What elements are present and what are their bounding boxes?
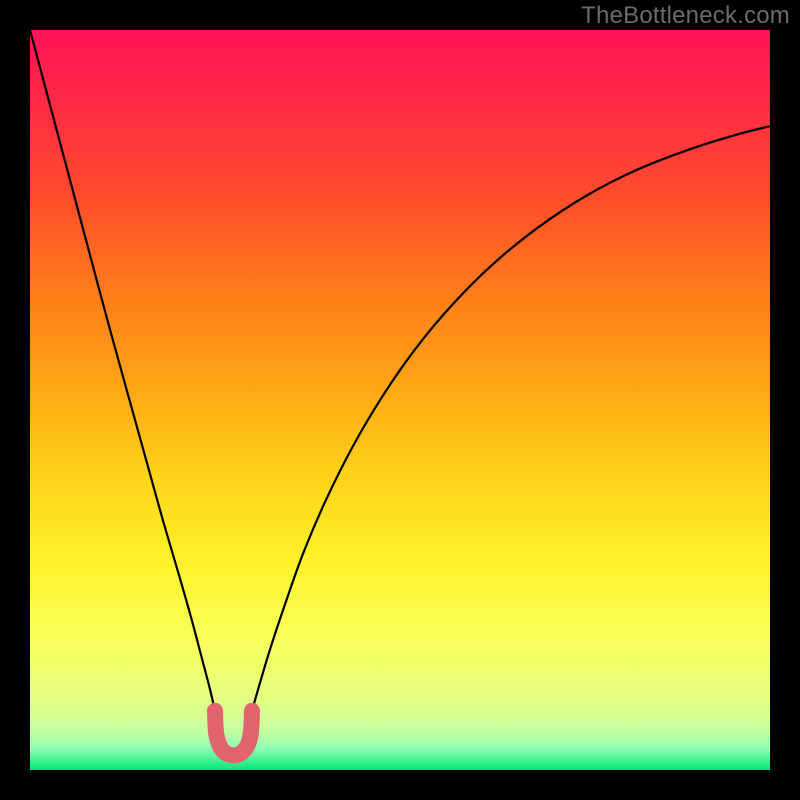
plot-background (30, 30, 770, 770)
chart-stage: TheBottleneck.com (0, 0, 800, 800)
watermark-text: TheBottleneck.com (581, 2, 790, 30)
bottleneck-chart (0, 0, 800, 800)
